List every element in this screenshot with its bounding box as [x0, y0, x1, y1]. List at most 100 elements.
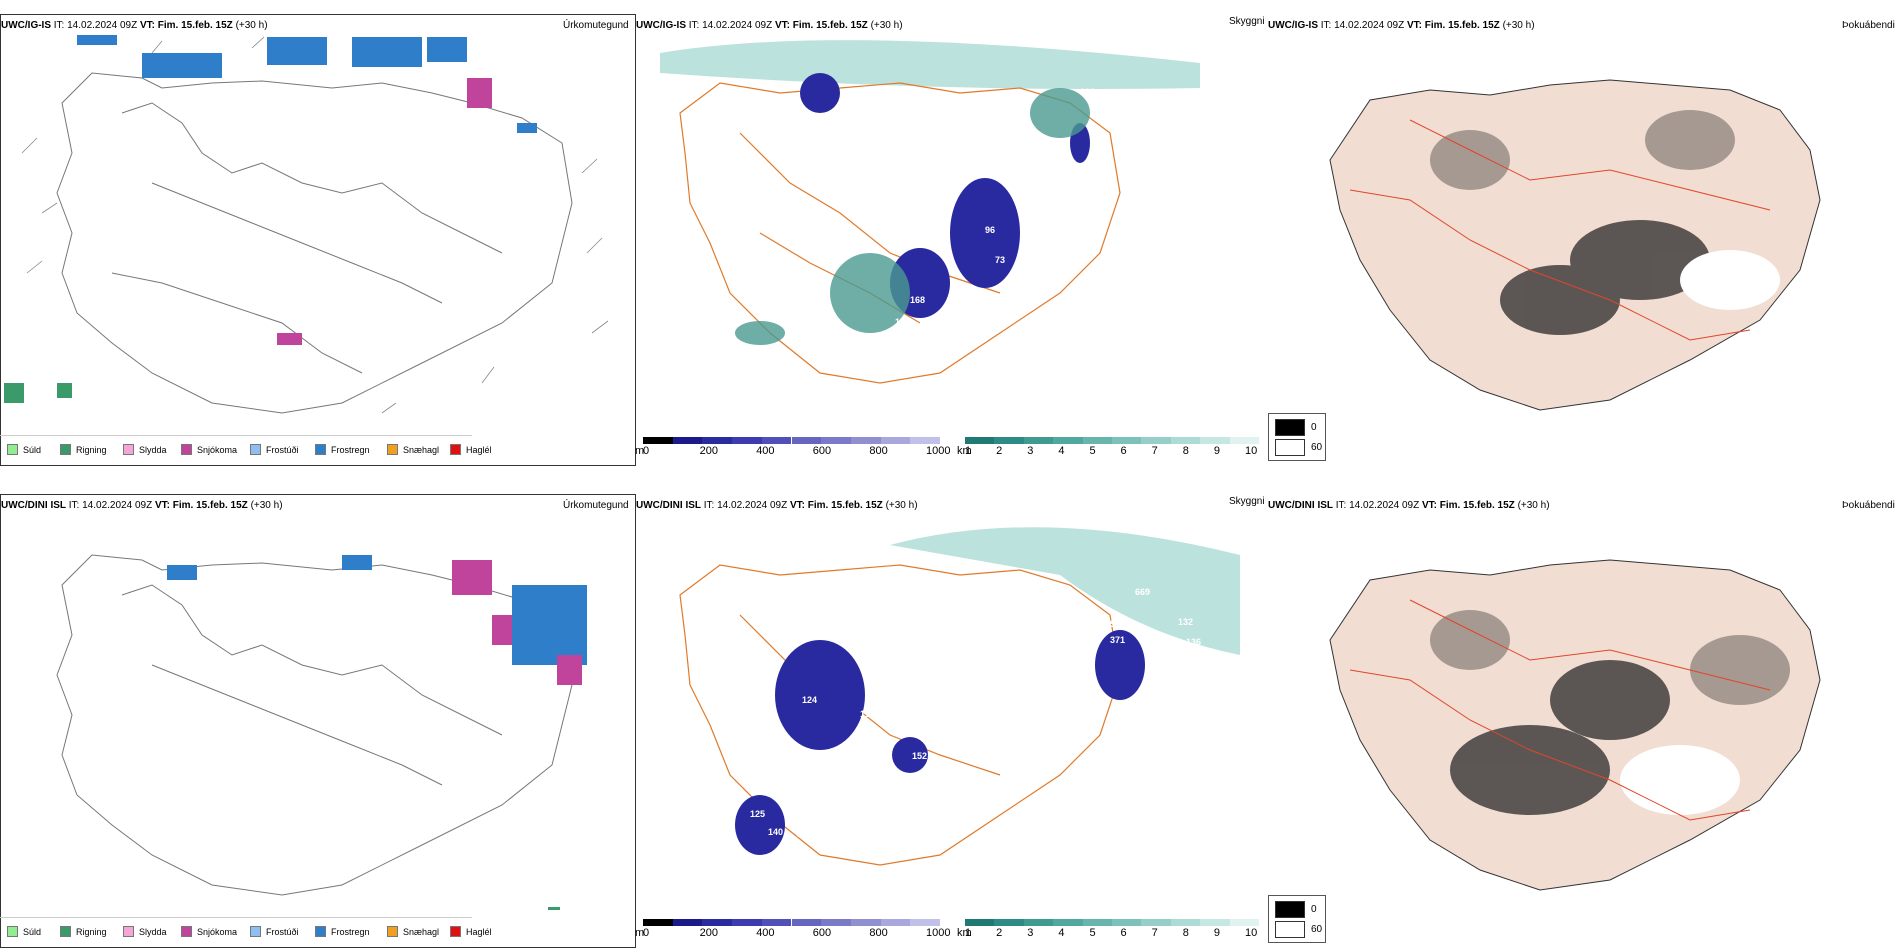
panel-name-visibility-bottom: Skyggni [1229, 496, 1265, 507]
vis-label: 158 [895, 317, 910, 327]
colorbar-segment [850, 437, 882, 444]
colorbar-segment [1229, 437, 1260, 444]
colorbar-segment [994, 919, 1025, 926]
drizzle-swatch [7, 444, 18, 455]
colorbar-segment [1170, 437, 1202, 444]
panel-title-precip-top: UWC/IG-IS IT: 14.02.2024 09Z VT: Fim. 15… [1, 20, 268, 31]
precip-map-top [4, 35, 609, 414]
colorbar-unit: m [635, 927, 645, 939]
precip-panel-top [0, 14, 636, 466]
svg-text:140: 140 [768, 827, 783, 837]
colorbar-segment [702, 919, 734, 926]
colorbar-segment [672, 437, 704, 444]
colorbar-segment [1200, 437, 1231, 444]
panel-name-precip-top: Úrkomutegund [563, 20, 629, 31]
colorbar-segment [1200, 919, 1231, 926]
panel-name-visibility-top: Skyggni [1229, 16, 1265, 27]
colorbar-tick-label: 9 [1213, 445, 1220, 457]
freezing-drizzle-swatch [250, 444, 261, 455]
colorbar-m-top: m 0 200 400 600 800 1000 [635, 437, 950, 459]
colorbar-tick-label: 6 [1120, 927, 1127, 939]
colorbar-tick-label: 10 [1245, 445, 1258, 457]
colorbar-tick-label: 3 [1027, 445, 1034, 457]
colorbar-segment [702, 437, 734, 444]
colorbar-tick-label: 5 [1089, 927, 1096, 939]
colorbar-segment [1141, 919, 1172, 926]
colorbar-tick-label: 600 [812, 927, 832, 939]
colorbar-tick-label: 400 [756, 927, 775, 939]
fog-map-top [1329, 79, 1821, 411]
panel-name-fog-top: Þokuábendi [1842, 20, 1895, 31]
freezing-rain-areas [77, 35, 537, 133]
colorbar-segment [761, 437, 793, 444]
colorbar-tick-label: 0 [643, 445, 650, 457]
svg-text:142: 142 [797, 829, 812, 839]
colorbar-segment [1053, 919, 1084, 926]
visibility-map-top: 618 96 93 73 169 96 168 158 161 155 [660, 40, 1200, 384]
colorbar-segment [1112, 919, 1143, 926]
vis-label: 161 [920, 333, 935, 343]
colorbar-tick-label: 8 [1182, 927, 1189, 939]
svg-text:136: 136 [835, 770, 850, 780]
rain-swatch [60, 444, 71, 455]
colorbar-segment [1023, 919, 1055, 926]
colorbar-segment [994, 437, 1025, 444]
colorbar-segment [910, 437, 941, 444]
snow-swatch [181, 444, 192, 455]
colorbar-tick-label: 600 [812, 445, 832, 457]
colorbar-tick-label: 4 [1058, 927, 1065, 939]
colorbar-tick-label: 200 [699, 445, 718, 457]
fog-legend-bottom: 0 60 [1268, 895, 1326, 943]
colorbar-segment [821, 437, 852, 444]
colorbar-unit: km [957, 927, 972, 939]
colorbar-tick-label: 7 [1151, 445, 1158, 457]
colorbar-segment [1229, 919, 1260, 926]
colorbar-unit: m [635, 445, 645, 457]
freezing-rain-swatch [315, 444, 326, 455]
colorbar-segment [965, 919, 996, 926]
colorbar-segment [732, 437, 763, 444]
colorbar-tick-label: 9 [1213, 927, 1220, 939]
colorbar-segment [643, 437, 674, 444]
colorbar-tick-label: 800 [869, 927, 888, 939]
colorbar-segment [1112, 437, 1143, 444]
colorbar-tick-label: 200 [699, 927, 718, 939]
colorbar-segment [1023, 437, 1055, 444]
precip-panel-bottom [0, 494, 636, 948]
colorbar-tick-label: 8 [1182, 445, 1189, 457]
svg-text:132: 132 [1178, 617, 1193, 627]
colorbar-segment [1141, 437, 1172, 444]
colorbar-segment [1053, 437, 1084, 444]
fog-swatch-0 [1275, 419, 1305, 436]
colorbar-tick-label: 1 [965, 445, 972, 457]
vis-label: 93 [1015, 267, 1025, 277]
fog-swatch-60 [1275, 439, 1305, 456]
vis-label: 169 [975, 290, 990, 300]
colorbar-segment [672, 919, 704, 926]
colorbar-tick-label: 10 [1245, 927, 1258, 939]
vis-label: 96 [998, 293, 1008, 303]
colorbar-segment [1170, 919, 1202, 926]
fog-map-bottom [1329, 559, 1821, 891]
colorbar-tick-label: 4 [1058, 445, 1065, 457]
visibility-map-bottom: 669 542 371 132 136 219 124 111 85 136 1… [679, 527, 1240, 866]
svg-text:219: 219 [1170, 657, 1185, 667]
colorbar-tick-label: 1000 [926, 927, 951, 939]
svg-text:136: 136 [1186, 637, 1201, 647]
colorbar-tick-label: 800 [869, 445, 888, 457]
colorbar-tick-label: 2 [996, 927, 1003, 939]
colorbar-m-bottom: m 0 200 400 600 800 1000 [635, 919, 950, 941]
colorbar-segment [761, 919, 793, 926]
svg-text:542: 542 [1110, 619, 1125, 629]
precip-legend-bottom: Súld Rigning Slydda Snjókoma Frostúði Fr… [0, 917, 492, 943]
colorbar-tick-label: 2 [996, 445, 1003, 457]
colorbar-tick-label: 1 [965, 927, 972, 939]
hail-swatch [450, 444, 461, 455]
colorbar-segment [791, 437, 823, 444]
precip-legend-top: Súld Rigning Slydda Snjókoma Frostúði Fr… [0, 435, 492, 461]
vis-label: 155 [920, 352, 935, 362]
colorbar-segment [1082, 437, 1113, 444]
colorbar-km-bottom: km 1 2 3 4 5 6 7 8 9 10 [957, 919, 1260, 941]
svg-text:371: 371 [1110, 635, 1125, 645]
vis-label: 168 [910, 295, 925, 305]
